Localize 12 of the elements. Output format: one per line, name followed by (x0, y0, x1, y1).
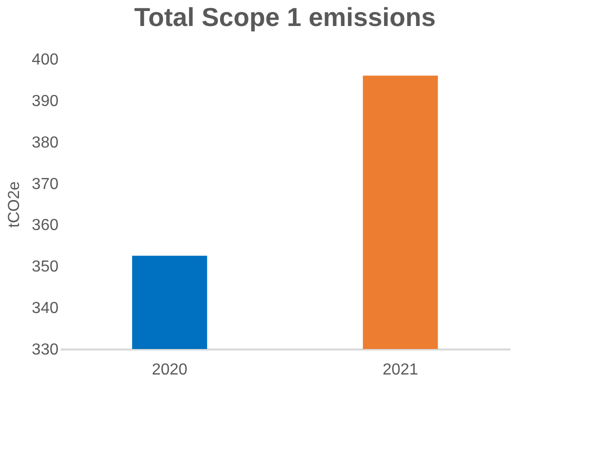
x-tick-label: 2020 (152, 362, 188, 378)
y-tick-label: 400 (32, 52, 59, 68)
y-tick-label: 390 (32, 92, 59, 110)
y-tick-label: 370 (32, 176, 59, 193)
x-tick-label: 2021 (382, 362, 418, 378)
y-tick-label: 350 (32, 258, 59, 276)
y-tick-label: 340 (32, 300, 59, 318)
y-axis-title: tCO2e (6, 181, 23, 228)
chart-title: Total Scope 1 emissions (134, 2, 436, 32)
y-tick-label: 360 (32, 217, 59, 234)
y-tick-label: 330 (32, 342, 59, 358)
y-tick-label: 380 (32, 134, 59, 152)
